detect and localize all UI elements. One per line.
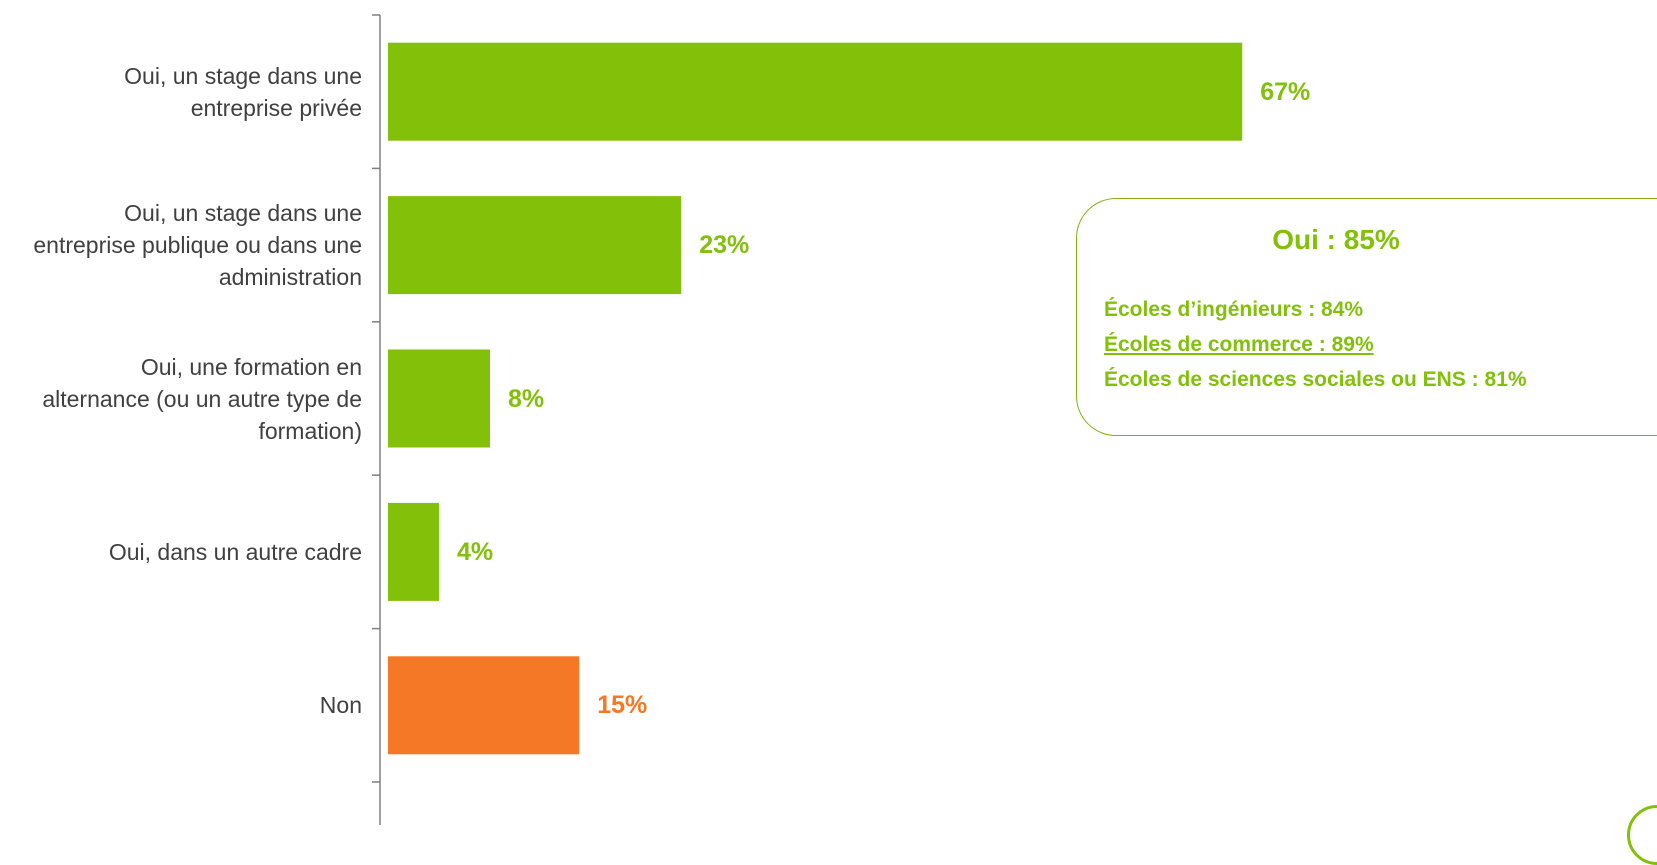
y-axis-ticks bbox=[372, 14, 380, 783]
chart-canvas bbox=[372, 14, 1243, 825]
summary-callout-box bbox=[1076, 198, 1657, 436]
category-label-oui-une-formation-en-alternance-ou-un-autre-type-de-formation: Oui, une formation en alternance (ou un a… bbox=[0, 351, 362, 447]
category-label-oui-un-stage-dans-une-entreprise-privee: Oui, un stage dans une entreprise privée bbox=[0, 60, 362, 124]
value-label-oui-un-stage-dans-une-entreprise-publique-ou-dans-une-administration: 23% bbox=[699, 231, 750, 260]
category-label-oui-dans-un-autre-cadre: Oui, dans un autre cadre bbox=[0, 536, 362, 568]
callout-title: Oui : 85% bbox=[1272, 224, 1400, 255]
bar-oui-dans-un-autre-cadre bbox=[388, 502, 439, 601]
category-label-line: formation) bbox=[258, 417, 362, 444]
bar-oui-un-stage-dans-une-entreprise-privee bbox=[388, 42, 1243, 141]
value-label-oui-un-stage-dans-une-entreprise-privee: 67% bbox=[1260, 77, 1311, 106]
value-label-non: 15% bbox=[597, 691, 648, 720]
value-label-oui-dans-un-autre-cadre: 4% bbox=[457, 537, 494, 566]
callout-line-commerce: Écoles de commerce : 89% bbox=[1104, 333, 1374, 356]
category-label-non: Non bbox=[0, 689, 362, 721]
callout-line-sciences-sociales: Écoles de sciences sociales ou ENS : 81% bbox=[1104, 368, 1527, 391]
bar-oui-une-formation-en-alternance-ou-un-autre-type-de-formation bbox=[388, 349, 490, 448]
value-label-oui-une-formation-en-alternance-ou-un-autre-type-de-formation: 8% bbox=[508, 384, 545, 413]
callout-line-ingenieurs: Écoles d’ingénieurs : 84% bbox=[1104, 298, 1364, 321]
category-label-line: Oui, un stage dans une bbox=[124, 62, 362, 89]
category-label-line: Oui, une formation en bbox=[140, 353, 362, 380]
category-label-line: Non bbox=[319, 692, 362, 719]
category-label-line: Oui, un stage dans une bbox=[124, 200, 362, 227]
bars-group bbox=[388, 42, 1243, 755]
bar-oui-un-stage-dans-une-entreprise-publique-ou-dans-une-administration bbox=[388, 196, 682, 295]
category-label-line: administration bbox=[218, 264, 362, 291]
category-label-line: entreprise privée bbox=[190, 94, 362, 121]
category-label-line: alternance (ou un autre type de bbox=[42, 385, 362, 412]
category-label-oui-un-stage-dans-une-entreprise-publique-ou-dans-une-administration: Oui, un stage dans une entreprise publiqu… bbox=[0, 197, 362, 293]
bar-non bbox=[388, 656, 580, 755]
category-label-line: entreprise publique ou dans une bbox=[33, 232, 362, 259]
category-label-line: Oui, dans un autre cadre bbox=[108, 538, 362, 565]
